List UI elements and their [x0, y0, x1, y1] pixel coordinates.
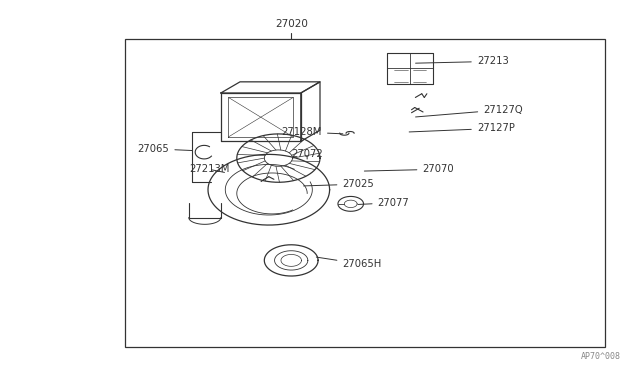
- Text: AP70^008: AP70^008: [581, 352, 621, 361]
- Text: 27213: 27213: [415, 57, 509, 66]
- Text: 27025: 27025: [303, 179, 374, 189]
- Text: 27065H: 27065H: [316, 257, 381, 269]
- Text: 27020: 27020: [275, 19, 308, 29]
- Text: 27077: 27077: [358, 198, 410, 208]
- Text: 27127P: 27127P: [409, 124, 515, 133]
- Text: 27070: 27070: [364, 164, 454, 174]
- Bar: [125, 39, 605, 347]
- Text: 27127Q: 27127Q: [415, 105, 523, 117]
- Text: 27072: 27072: [291, 150, 323, 159]
- Text: 27128M: 27128M: [282, 127, 343, 137]
- Text: 27213M: 27213M: [189, 164, 229, 174]
- Text: 27065: 27065: [138, 144, 193, 154]
